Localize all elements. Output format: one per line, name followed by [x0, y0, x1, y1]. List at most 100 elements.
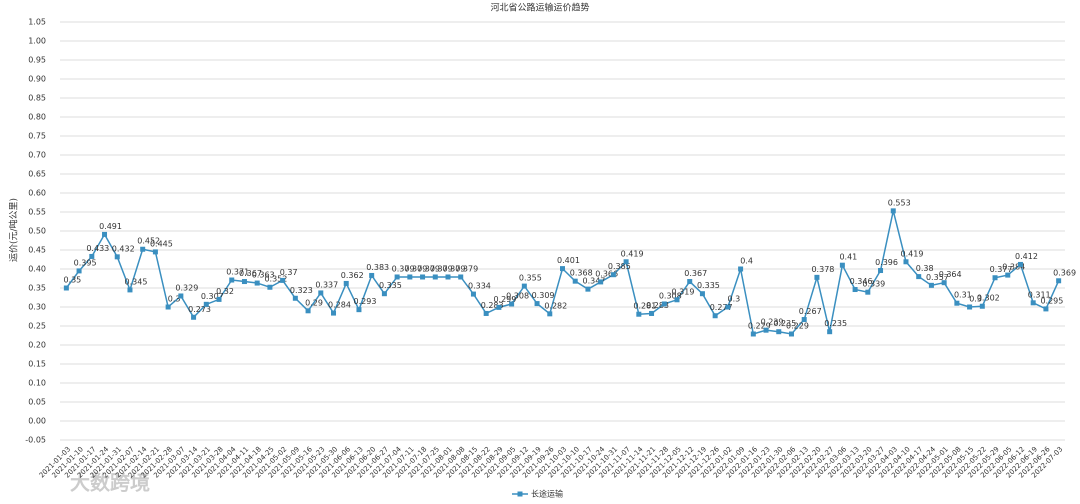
data-label: 0.491	[99, 222, 122, 231]
data-label: 0.379	[392, 264, 415, 273]
y-tick-label: 0.55	[28, 208, 46, 217]
data-label: 0.419	[621, 249, 644, 258]
data-label: 0.379	[455, 264, 478, 273]
data-label: 0.346	[850, 277, 873, 286]
data-label: 0.329	[175, 283, 198, 292]
data-label: 0.277	[710, 303, 733, 312]
marker	[560, 266, 565, 272]
marker	[292, 295, 298, 301]
y-tick-label: 0.70	[28, 151, 46, 160]
data-label: 0.319	[672, 287, 695, 296]
data-label: 0.401	[557, 256, 580, 265]
marker	[521, 283, 527, 289]
marker	[140, 246, 146, 252]
marker	[572, 278, 578, 284]
marker	[356, 307, 362, 313]
y-axis-label: 运价(元/吨公里)	[8, 198, 20, 262]
data-label: 0.364	[939, 270, 962, 279]
marker	[788, 331, 794, 337]
marker	[203, 301, 209, 307]
marker	[712, 313, 718, 319]
marker	[598, 279, 604, 285]
y-tick-label: 1.00	[28, 37, 46, 46]
marker	[254, 280, 260, 286]
marker	[114, 254, 120, 260]
marker	[432, 274, 438, 280]
marker	[318, 290, 324, 296]
data-label: 0.3	[168, 295, 181, 304]
marker	[776, 329, 782, 335]
marker	[1005, 272, 1011, 278]
y-tick-label: 0.50	[28, 227, 46, 236]
chart-title: 河北省公路运输运价趋势	[490, 2, 589, 14]
data-label: 0.384	[1002, 263, 1025, 272]
data-label: 0.229	[748, 321, 771, 330]
data-label: 0.339	[862, 280, 885, 289]
data-label: 0.308	[659, 291, 682, 300]
marker	[661, 301, 667, 307]
data-label: 0.31	[954, 291, 972, 300]
data-label: 0.363	[252, 271, 275, 280]
marker	[852, 287, 858, 293]
data-label: 0.379	[417, 264, 440, 273]
marker	[750, 331, 756, 337]
marker	[369, 272, 375, 278]
data-label: 0.229	[786, 321, 809, 330]
y-tick-label: 0.90	[28, 75, 46, 84]
legend-marker	[517, 491, 523, 497]
data-label: 0.308	[506, 291, 529, 300]
marker	[878, 268, 884, 274]
marker	[280, 277, 286, 283]
marker	[916, 274, 922, 280]
y-tick-label: 0.85	[28, 94, 46, 103]
marker	[1056, 278, 1062, 284]
marker	[610, 272, 616, 278]
marker	[534, 301, 540, 307]
data-label: 0.371	[226, 268, 249, 277]
marker	[636, 311, 642, 317]
data-label: 0.273	[188, 305, 211, 314]
marker	[216, 296, 222, 302]
marker	[63, 285, 69, 291]
legend-label: 长途运输	[531, 489, 563, 499]
data-label: 0.369	[1053, 268, 1076, 277]
data-label: 0.37	[280, 268, 298, 277]
marker	[890, 208, 896, 214]
marker	[127, 287, 133, 293]
marker	[165, 304, 171, 310]
marker	[585, 286, 591, 292]
data-label: 0.362	[341, 271, 364, 280]
data-label: 0.235	[824, 319, 847, 328]
data-label: 0.311	[1028, 290, 1051, 299]
data-label: 0.35	[63, 276, 81, 285]
y-tick-label: 0.25	[28, 322, 46, 331]
y-tick-label: 0.95	[28, 56, 46, 65]
data-label: 0.284	[328, 301, 351, 310]
marker	[903, 259, 909, 265]
data-label: 0.335	[697, 281, 720, 290]
marker	[445, 274, 451, 280]
data-label: 0.378	[811, 265, 834, 274]
marker	[381, 291, 387, 297]
data-label: 0.29	[305, 298, 323, 307]
marker	[941, 280, 947, 286]
y-tick-label: 0.00	[28, 417, 46, 426]
marker	[763, 327, 769, 333]
y-tick-label: 0.65	[28, 170, 46, 179]
data-label: 0.334	[468, 282, 491, 291]
data-label: 0.282	[544, 301, 567, 310]
marker	[229, 277, 235, 283]
line	[65, 210, 1060, 335]
data-label: 0.295	[1040, 296, 1063, 305]
y-tick-label: 0.05	[28, 398, 46, 407]
y-tick-label: 0.10	[28, 379, 46, 388]
data-label: 0.323	[290, 286, 313, 295]
data-label: 0.366	[595, 269, 618, 278]
marker	[547, 311, 553, 317]
data-label: 0.281	[633, 302, 656, 311]
marker	[191, 314, 197, 320]
data-label: 0.379	[404, 264, 427, 273]
data-label: 0.433	[86, 244, 109, 253]
marker	[992, 275, 998, 281]
